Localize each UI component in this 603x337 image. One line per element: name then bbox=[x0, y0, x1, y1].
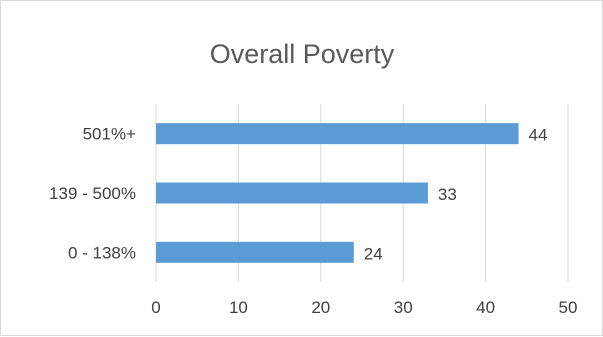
category-label: 501%+ bbox=[83, 125, 136, 144]
x-tick-label: 0 bbox=[151, 298, 160, 317]
labels: 0 10 20 30 40 50 501%+ 44 139 - 500% 33 0 - 138% 24 bbox=[49, 125, 577, 317]
category-label: 139 - 500% bbox=[49, 184, 136, 203]
bar bbox=[156, 241, 354, 263]
x-tick-label: 20 bbox=[311, 298, 330, 317]
x-tick-label: 10 bbox=[229, 298, 248, 317]
x-tick-label: 40 bbox=[476, 298, 495, 317]
category-label: 0 - 138% bbox=[68, 243, 136, 262]
data-label: 24 bbox=[364, 244, 383, 263]
bars bbox=[156, 123, 519, 263]
x-tick-label: 50 bbox=[559, 298, 578, 317]
x-tick-label: 30 bbox=[394, 298, 413, 317]
bar bbox=[156, 182, 428, 204]
bar bbox=[156, 123, 519, 145]
data-label: 44 bbox=[529, 126, 548, 145]
chart-title: Overall Poverty bbox=[210, 39, 395, 69]
data-label: 33 bbox=[438, 185, 457, 204]
